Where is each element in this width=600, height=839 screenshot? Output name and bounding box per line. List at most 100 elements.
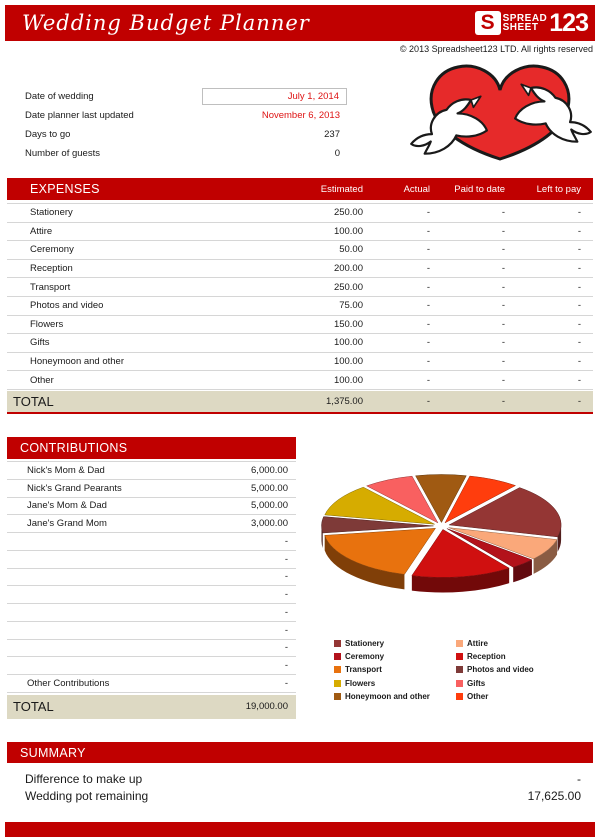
column-header-left-to-pay: Left to pay: [536, 183, 581, 195]
legend-label: Stationery: [345, 639, 385, 649]
contribution-amount-cell: 6,000.00: [251, 464, 288, 476]
left-to-pay-cell: -: [577, 318, 581, 330]
contributor-name-cell: Nick's Grand Pearants: [27, 482, 122, 494]
legend-item: Attire: [456, 637, 534, 650]
expenses-total-estimated: 1,375.00: [326, 395, 363, 407]
pie-slice: [448, 487, 562, 538]
contributions-rows: Nick's Mom & Dad 6,000.00 Nick's Grand Pea…: [7, 461, 296, 693]
contribution-amount-cell: -: [284, 589, 288, 601]
info-row: Days to go 237: [0, 125, 372, 144]
expenses-total-left: -: [577, 395, 581, 407]
pie-slice: [448, 527, 558, 560]
table-row: Honeymoon and other 100.00 - - -: [7, 353, 593, 372]
right-dove-icon: [514, 83, 592, 143]
legend-item: Reception: [456, 650, 534, 663]
pie-slice: [411, 529, 510, 578]
contributions-section-title: CONTRIBUTIONS: [20, 441, 128, 455]
pie-slice-wall: [321, 525, 323, 548]
actual-cell: -: [426, 337, 430, 349]
table-row: Ceremony 50.00 - - -: [7, 241, 593, 260]
info-value: 0: [334, 148, 340, 159]
legend-label: Gifts: [467, 678, 486, 688]
estimated-cell: 50.00: [339, 244, 363, 256]
left-to-pay-cell: -: [577, 337, 581, 349]
expense-name-cell: Attire: [30, 225, 53, 237]
estimated-cell: 250.00: [333, 207, 363, 219]
paid-to-date-cell: -: [501, 263, 505, 275]
paid-to-date-cell: -: [501, 318, 505, 330]
expenses-rows: Stationery 250.00- - - Attire 100.00- - - Ceremo…: [7, 203, 593, 390]
bottom-accent-bar: [5, 822, 595, 837]
legend-label: Other: [467, 691, 489, 701]
contributor-name-cell: Jane's Grand Mom: [27, 518, 107, 530]
pie-slice: [324, 528, 436, 575]
contributor-name-cell: Nick's Mom & Dad: [27, 464, 105, 476]
left-to-pay-cell: -: [577, 356, 581, 368]
contributions-total-value: 19,000.00: [245, 701, 288, 713]
expenses-total-paid: -: [501, 395, 505, 407]
contributor-name-cell: Other Contributions: [27, 677, 110, 689]
table-row: Gifts 100.00 - - -: [7, 334, 593, 353]
table-row: -: [7, 569, 296, 587]
estimated-cell: 100.00: [333, 374, 363, 386]
expense-name-cell: Reception: [30, 263, 73, 275]
left-to-pay-cell: -: [577, 207, 581, 219]
pie-slice: [324, 486, 435, 525]
legend-item: Flowers: [334, 677, 456, 690]
table-row: Reception 200.00 - - -: [7, 260, 593, 279]
legend-swatch: [334, 666, 341, 674]
legend-swatch: [456, 692, 463, 700]
legend-swatch: [334, 692, 341, 700]
actual-cell: -: [426, 356, 430, 368]
estimated-cell: 250.00: [333, 281, 363, 293]
info-value: 237: [324, 129, 340, 140]
contribution-amount-cell: 5,000.00: [251, 482, 288, 494]
logo-word-spread: SPREAD: [502, 13, 548, 24]
expenses-total-label: TOTAL: [13, 393, 54, 409]
date-of-wedding-input[interactable]: July 1, 2014: [202, 88, 347, 105]
summary-value: -: [577, 771, 581, 786]
legend-label: Transport: [345, 665, 382, 675]
actual-cell: -: [426, 300, 430, 312]
pie-slice: [366, 475, 439, 524]
actual-cell: -: [426, 225, 430, 237]
table-row: Nick's Mom & Dad 6,000.00: [7, 462, 296, 480]
actual-cell: -: [426, 207, 430, 219]
left-to-pay-cell: -: [577, 374, 581, 386]
contribution-amount-cell: -: [284, 535, 288, 547]
table-row: Stationery 250.00 - - -: [7, 204, 593, 223]
expense-name-cell: Other: [30, 374, 54, 386]
summary-section: SUMMARY Difference to make up - Wedding po…: [7, 742, 593, 804]
info-label: Date planner last updated: [25, 110, 134, 121]
summary-header-row: SUMMARY: [7, 742, 593, 763]
legend-item: Honeymoon and other: [334, 690, 456, 703]
pie-chart-legend: Stationery Attire Ceremony Reception Transpo…: [334, 637, 534, 703]
heart-doves-image: [410, 64, 592, 161]
contribution-amount-cell: -: [284, 624, 288, 636]
expense-name-cell: Photos and video: [30, 300, 104, 312]
contribution-amount-cell: 3,000.00: [251, 518, 288, 530]
pie-slice-wall: [513, 559, 532, 583]
contributions-section: CONTRIBUTIONS Nick's Mom & Dad 6,000.00 Ni…: [7, 437, 296, 719]
expenses-total-actual: -: [426, 395, 430, 407]
info-row: Date planner last updated November 6, 201…: [0, 106, 372, 125]
summary-rows: Difference to make up - Wedding pot remain…: [7, 770, 593, 804]
paid-to-date-cell: -: [501, 281, 505, 293]
table-row: Attire 100.00 - - -: [7, 223, 593, 242]
contribution-amount-cell: -: [284, 606, 288, 618]
paid-to-date-cell: -: [501, 374, 505, 386]
legend-label: Attire: [467, 639, 488, 649]
legend-swatch: [456, 666, 463, 674]
table-row: Flowers 150.00 - - -: [7, 316, 593, 335]
expense-name-cell: Ceremony: [30, 244, 74, 256]
info-label: Number of guests: [25, 148, 100, 159]
logo-word-sheet: SHEET: [502, 22, 539, 33]
expense-name-cell: Gifts: [30, 337, 50, 349]
info-label: Date of wedding: [25, 91, 94, 102]
summary-label: Difference to make up: [25, 771, 143, 786]
contributor-name-cell: Jane's Mom & Dad: [27, 500, 107, 512]
legend-swatch: [334, 653, 341, 661]
table-row: -: [7, 586, 296, 604]
paid-to-date-cell: -: [501, 244, 505, 256]
table-row: Jane's Grand Mom 3,000.00: [7, 515, 296, 533]
